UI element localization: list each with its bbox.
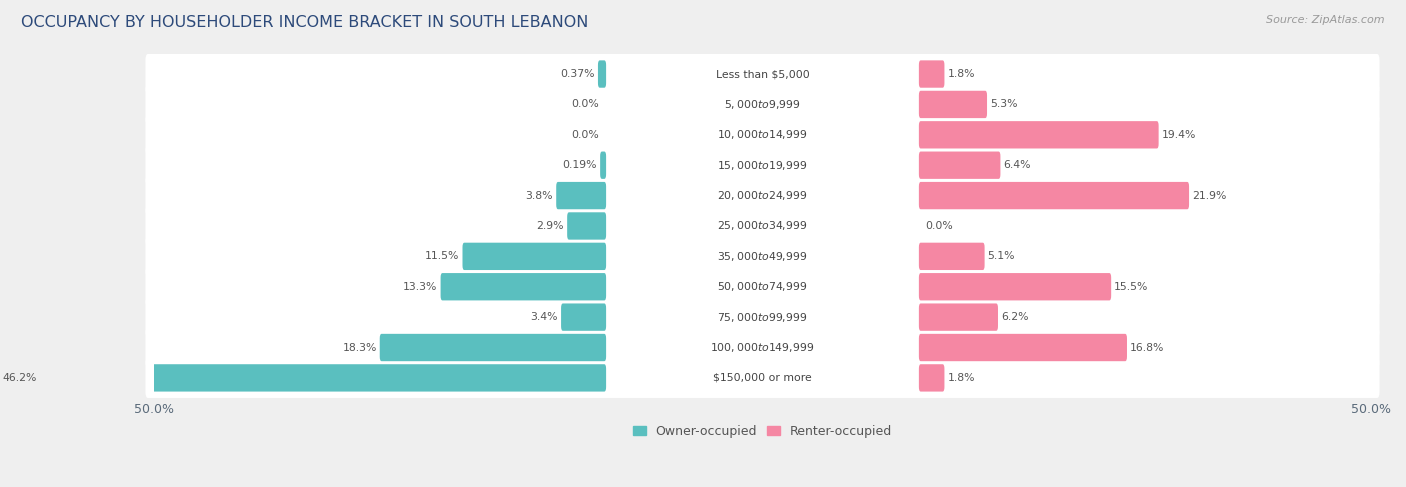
FancyBboxPatch shape: [463, 243, 606, 270]
FancyBboxPatch shape: [440, 273, 606, 300]
Text: $35,000 to $49,999: $35,000 to $49,999: [717, 250, 807, 263]
FancyBboxPatch shape: [920, 121, 1159, 149]
FancyBboxPatch shape: [920, 243, 984, 270]
Text: 13.3%: 13.3%: [404, 282, 437, 292]
Text: 19.4%: 19.4%: [1161, 130, 1197, 140]
FancyBboxPatch shape: [145, 358, 1379, 398]
FancyBboxPatch shape: [920, 364, 945, 392]
Text: 16.8%: 16.8%: [1130, 342, 1164, 353]
Text: OCCUPANCY BY HOUSEHOLDER INCOME BRACKET IN SOUTH LEBANON: OCCUPANCY BY HOUSEHOLDER INCOME BRACKET …: [21, 15, 589, 30]
Text: $5,000 to $9,999: $5,000 to $9,999: [724, 98, 801, 111]
FancyBboxPatch shape: [41, 364, 606, 392]
Text: $75,000 to $99,999: $75,000 to $99,999: [717, 311, 807, 324]
Legend: Owner-occupied, Renter-occupied: Owner-occupied, Renter-occupied: [628, 420, 897, 443]
Text: 2.9%: 2.9%: [537, 221, 564, 231]
FancyBboxPatch shape: [145, 327, 1379, 368]
FancyBboxPatch shape: [920, 91, 987, 118]
Text: 6.4%: 6.4%: [1004, 160, 1031, 170]
FancyBboxPatch shape: [567, 212, 606, 240]
Text: 1.8%: 1.8%: [948, 69, 974, 79]
FancyBboxPatch shape: [145, 175, 1379, 216]
FancyBboxPatch shape: [557, 182, 606, 209]
FancyBboxPatch shape: [145, 54, 1379, 94]
FancyBboxPatch shape: [561, 303, 606, 331]
Text: 0.0%: 0.0%: [925, 221, 953, 231]
FancyBboxPatch shape: [145, 267, 1379, 307]
FancyBboxPatch shape: [920, 303, 998, 331]
Text: $25,000 to $34,999: $25,000 to $34,999: [717, 220, 807, 232]
Text: 5.3%: 5.3%: [990, 99, 1018, 110]
Text: $100,000 to $149,999: $100,000 to $149,999: [710, 341, 814, 354]
Text: $150,000 or more: $150,000 or more: [713, 373, 811, 383]
FancyBboxPatch shape: [920, 151, 1001, 179]
Text: 3.4%: 3.4%: [530, 312, 558, 322]
FancyBboxPatch shape: [145, 206, 1379, 246]
FancyBboxPatch shape: [145, 297, 1379, 337]
Text: 46.2%: 46.2%: [3, 373, 37, 383]
FancyBboxPatch shape: [600, 151, 606, 179]
Text: $15,000 to $19,999: $15,000 to $19,999: [717, 159, 807, 172]
FancyBboxPatch shape: [145, 84, 1379, 125]
Text: 0.37%: 0.37%: [561, 69, 595, 79]
Text: 6.2%: 6.2%: [1001, 312, 1029, 322]
Text: 1.8%: 1.8%: [948, 373, 974, 383]
Text: Less than $5,000: Less than $5,000: [716, 69, 810, 79]
Text: 0.0%: 0.0%: [572, 130, 599, 140]
FancyBboxPatch shape: [145, 115, 1379, 155]
Text: 11.5%: 11.5%: [425, 251, 460, 262]
Text: $50,000 to $74,999: $50,000 to $74,999: [717, 280, 807, 293]
Text: Source: ZipAtlas.com: Source: ZipAtlas.com: [1267, 15, 1385, 25]
FancyBboxPatch shape: [920, 273, 1111, 300]
FancyBboxPatch shape: [598, 60, 606, 88]
Text: 15.5%: 15.5%: [1114, 282, 1149, 292]
FancyBboxPatch shape: [920, 60, 945, 88]
Text: 21.9%: 21.9%: [1192, 190, 1226, 201]
Text: 5.1%: 5.1%: [987, 251, 1015, 262]
FancyBboxPatch shape: [145, 236, 1379, 277]
Text: $10,000 to $14,999: $10,000 to $14,999: [717, 128, 807, 141]
Text: 3.8%: 3.8%: [526, 190, 553, 201]
Text: 0.19%: 0.19%: [562, 160, 598, 170]
FancyBboxPatch shape: [380, 334, 606, 361]
FancyBboxPatch shape: [920, 334, 1128, 361]
Text: 0.0%: 0.0%: [572, 99, 599, 110]
Text: $20,000 to $24,999: $20,000 to $24,999: [717, 189, 807, 202]
FancyBboxPatch shape: [145, 145, 1379, 185]
FancyBboxPatch shape: [920, 182, 1189, 209]
Text: 18.3%: 18.3%: [342, 342, 377, 353]
